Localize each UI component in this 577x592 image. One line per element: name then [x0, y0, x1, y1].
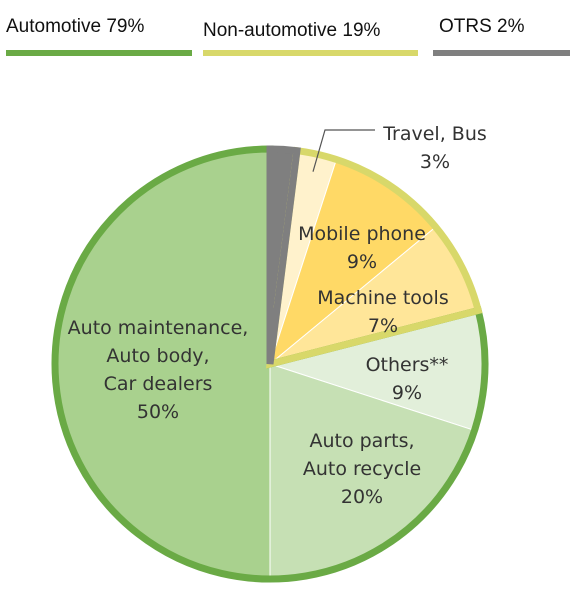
legend-item-automotive: Automotive 79%: [6, 16, 192, 56]
slice-label-auto-maintenance-2: Car dealers: [104, 373, 213, 395]
slice-label-others-1: 9%: [392, 382, 422, 404]
legend-label: OTRS 2%: [439, 16, 525, 37]
slice-label-auto-parts-1: Auto recycle: [303, 458, 421, 480]
legend-swatch: [433, 50, 570, 56]
slice-label-machine-tools-1: 7%: [368, 315, 398, 337]
slice-label-auto-maintenance-1: Auto body,: [106, 345, 209, 367]
group-outline-automotive: [51, 145, 489, 583]
slice-label-auto-maintenance-0: Auto maintenance,: [68, 317, 249, 339]
legend-swatch: [6, 50, 192, 56]
legend-item-otrs: OTRS 2%: [433, 16, 570, 56]
slice-label-travel-bus-0: Travel, Bus: [382, 123, 487, 145]
legend-item-non-automotive: Non-automotive 19%: [203, 16, 418, 56]
slice-label-others-0: Others**: [366, 354, 449, 376]
slice-label-mobile-phone-1: 9%: [347, 251, 377, 273]
legend-swatch: [203, 50, 418, 56]
slice-label-auto-maintenance-3: 50%: [137, 401, 179, 423]
legend: Automotive 79% Non-automotive 19% OTRS 2…: [0, 0, 577, 60]
legend-label: Non-automotive 19%: [203, 20, 381, 41]
leader-line: [312, 129, 375, 172]
slice-label-auto-parts-2: 20%: [341, 486, 383, 508]
slice-label-auto-parts-0: Auto parts,: [309, 430, 414, 452]
group-outline-otrs: [266, 145, 301, 365]
slice-label-mobile-phone-0: Mobile phone: [298, 223, 426, 245]
legend-label: Automotive 79%: [6, 16, 145, 37]
group-outline-non-automotive: [265, 146, 483, 369]
slice-label-machine-tools-0: Machine tools: [317, 287, 448, 309]
slice-label-travel-bus-1: 3%: [420, 151, 450, 173]
